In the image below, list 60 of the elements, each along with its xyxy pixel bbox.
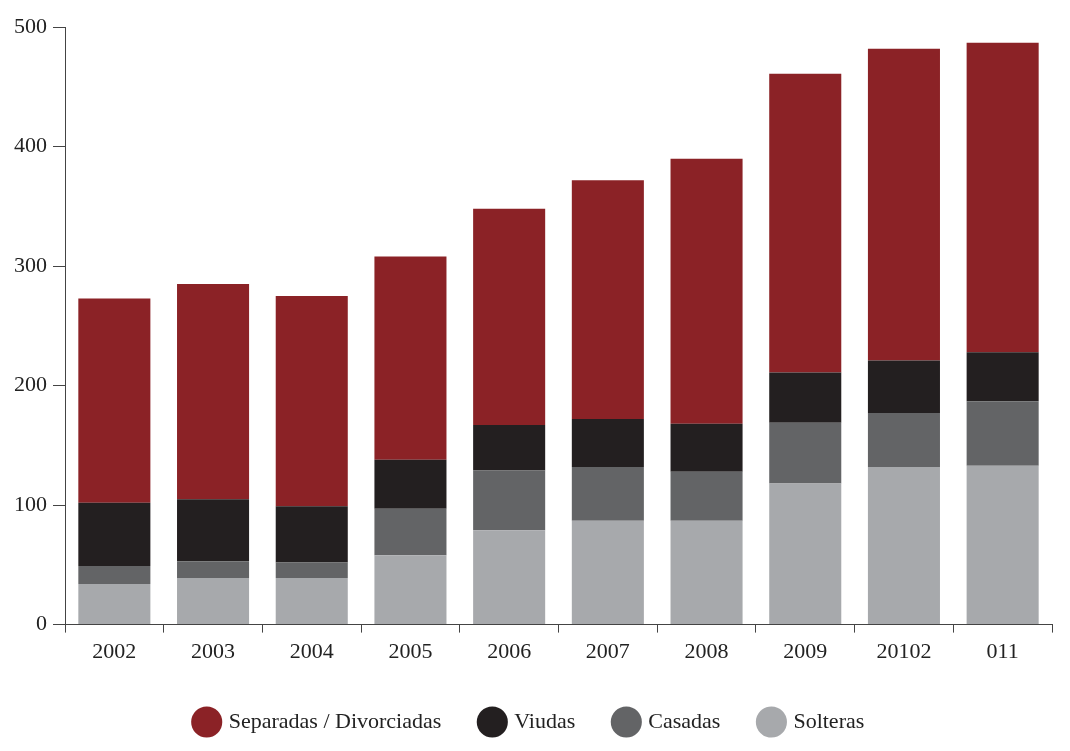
x-tick-label: 2005 [388, 637, 433, 663]
bar [177, 578, 250, 625]
bar [374, 459, 447, 509]
bar [78, 566, 151, 584]
y-tick-label: 200 [14, 371, 47, 397]
bar [275, 562, 348, 578]
bar [78, 502, 151, 567]
bar [966, 401, 1039, 466]
x-tick-label: 2003 [191, 637, 236, 663]
x-tick-label: 2008 [684, 637, 729, 663]
y-tick-label: 100 [14, 490, 47, 516]
x-tick-label: 2007 [585, 637, 630, 663]
bar [966, 352, 1039, 402]
bar [571, 466, 644, 521]
y-tick-label: 400 [14, 132, 47, 158]
bar [374, 508, 447, 556]
bar [966, 465, 1039, 625]
bar [473, 470, 546, 531]
bar [670, 520, 743, 625]
y-tick-label: 0 [36, 610, 47, 636]
bar [670, 471, 743, 521]
legend-label: Casadas [648, 707, 721, 733]
bar [571, 520, 644, 625]
bar [177, 499, 250, 562]
bar [867, 48, 940, 361]
legend-label: Solteras [793, 707, 865, 733]
y-tick-label: 500 [14, 12, 47, 38]
x-tick-label: 011 [986, 637, 1019, 663]
bar [867, 413, 940, 467]
bar [867, 360, 940, 414]
legend-label: Viudas [514, 707, 576, 733]
x-tick-label: 2006 [487, 637, 532, 663]
bar [275, 296, 348, 507]
bar [78, 583, 151, 625]
x-tick-label: 2009 [783, 637, 828, 663]
bar [769, 483, 842, 625]
bar [769, 422, 842, 484]
bar [966, 42, 1039, 353]
bar [571, 419, 644, 467]
x-tick-label: 2004 [289, 637, 334, 663]
bar [571, 180, 644, 420]
bar [78, 298, 151, 503]
bar [177, 561, 250, 578]
bar [473, 208, 546, 426]
bar [670, 158, 743, 424]
bar [769, 73, 842, 373]
y-tick-label: 300 [14, 251, 47, 277]
bar [275, 506, 348, 563]
bar [473, 530, 546, 625]
bar [374, 256, 447, 460]
bar [177, 284, 250, 500]
bar [769, 372, 842, 423]
bar [374, 555, 447, 625]
bar [473, 425, 546, 471]
legend-label: Separadas / Divorciadas [228, 707, 442, 733]
bar [670, 423, 743, 472]
x-tick-label: 20102 [876, 637, 932, 663]
bar [867, 466, 940, 625]
x-tick-label: 2002 [92, 637, 137, 663]
bar [275, 578, 348, 625]
